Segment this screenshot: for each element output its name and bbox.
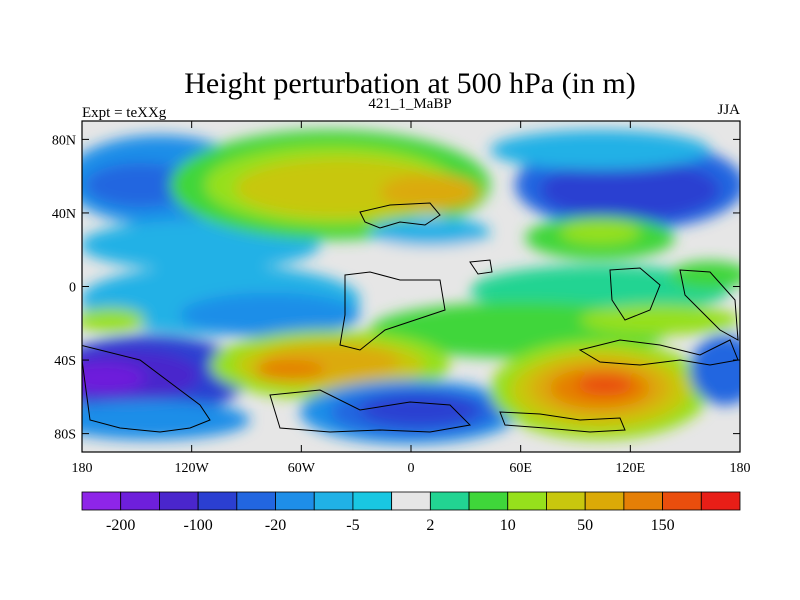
colorbar-box xyxy=(429,491,470,511)
coastline xyxy=(679,269,739,341)
colorbar-box xyxy=(391,491,431,511)
colorbar-box xyxy=(700,491,741,511)
field-patch xyxy=(82,308,145,332)
colorbar-box xyxy=(120,491,160,511)
field-patch xyxy=(180,293,360,337)
coastline xyxy=(339,271,446,351)
colorbar-box xyxy=(159,491,199,511)
x-tick-label: 180 xyxy=(730,461,751,476)
colorbar-box xyxy=(623,491,663,511)
chart-title: Height perturbation at 500 hPa (in m) xyxy=(184,67,636,100)
colorbar-label: -200 xyxy=(106,517,135,534)
x-tick-label: 60E xyxy=(509,461,532,476)
y-tick-label: 40N xyxy=(52,207,76,222)
colorbar-box xyxy=(275,491,315,511)
colorbar-label: -5 xyxy=(346,517,359,534)
field-patch xyxy=(490,130,710,170)
x-axis: 180 120W 60W 0 60E 120E 180 xyxy=(72,121,751,476)
field-patch xyxy=(255,360,325,380)
colorbar-label: 2 xyxy=(426,517,434,534)
field-patch xyxy=(577,375,633,395)
colorbar-box xyxy=(81,491,122,511)
colorbar-box xyxy=(352,491,393,511)
colorbar-box xyxy=(313,491,354,511)
colorbar-box xyxy=(197,491,238,511)
field-patch xyxy=(370,218,490,246)
coastline xyxy=(269,389,472,433)
x-tick-label: 120W xyxy=(175,461,210,476)
x-tick-label: 120E xyxy=(616,461,646,476)
experiment-label: Expt = teXXg xyxy=(82,105,167,121)
y-tick-label: 80S xyxy=(54,428,76,443)
season-label: JJA xyxy=(717,102,740,118)
x-tick-label: 180 xyxy=(72,461,93,476)
colorbar-label: 10 xyxy=(500,517,516,534)
colorbar-box xyxy=(546,491,586,511)
coastline xyxy=(469,259,493,275)
map-field xyxy=(82,121,740,452)
y-axis: 80N 40N 0 40S 80S xyxy=(52,133,740,443)
field-patch xyxy=(380,174,480,210)
field-patch xyxy=(540,160,720,220)
colorbar-label: -100 xyxy=(183,517,212,534)
colorbar-box xyxy=(662,491,702,511)
colorbar: -200 -100 -20 -5 2 10 50 150 xyxy=(81,491,741,534)
field-patch xyxy=(82,363,145,393)
field-patch xyxy=(670,261,740,289)
colorbar-box xyxy=(236,491,276,511)
field-patch xyxy=(360,394,480,426)
colorbar-label: 150 xyxy=(651,517,675,534)
field-patch xyxy=(580,305,740,335)
y-tick-label: 0 xyxy=(69,281,76,296)
colorbar-label: 50 xyxy=(577,517,593,534)
coastline xyxy=(499,411,626,433)
field-patch xyxy=(690,335,740,405)
colorbar-box xyxy=(507,491,547,511)
y-tick-label: 80N xyxy=(52,133,76,148)
colorbar-box xyxy=(584,491,625,511)
coastline xyxy=(82,344,211,433)
colorbar-label: -20 xyxy=(265,517,286,534)
colorbar-box xyxy=(468,491,509,511)
x-tick-label: 60W xyxy=(288,461,316,476)
field-patch xyxy=(560,220,640,244)
field-patch xyxy=(82,400,250,440)
field-patch xyxy=(85,163,195,207)
coastline xyxy=(359,202,441,229)
x-tick-label: 0 xyxy=(408,461,415,476)
run-label: 421_1_MaBP xyxy=(368,96,451,112)
y-tick-label: 40S xyxy=(54,354,76,369)
coastline xyxy=(609,267,661,321)
